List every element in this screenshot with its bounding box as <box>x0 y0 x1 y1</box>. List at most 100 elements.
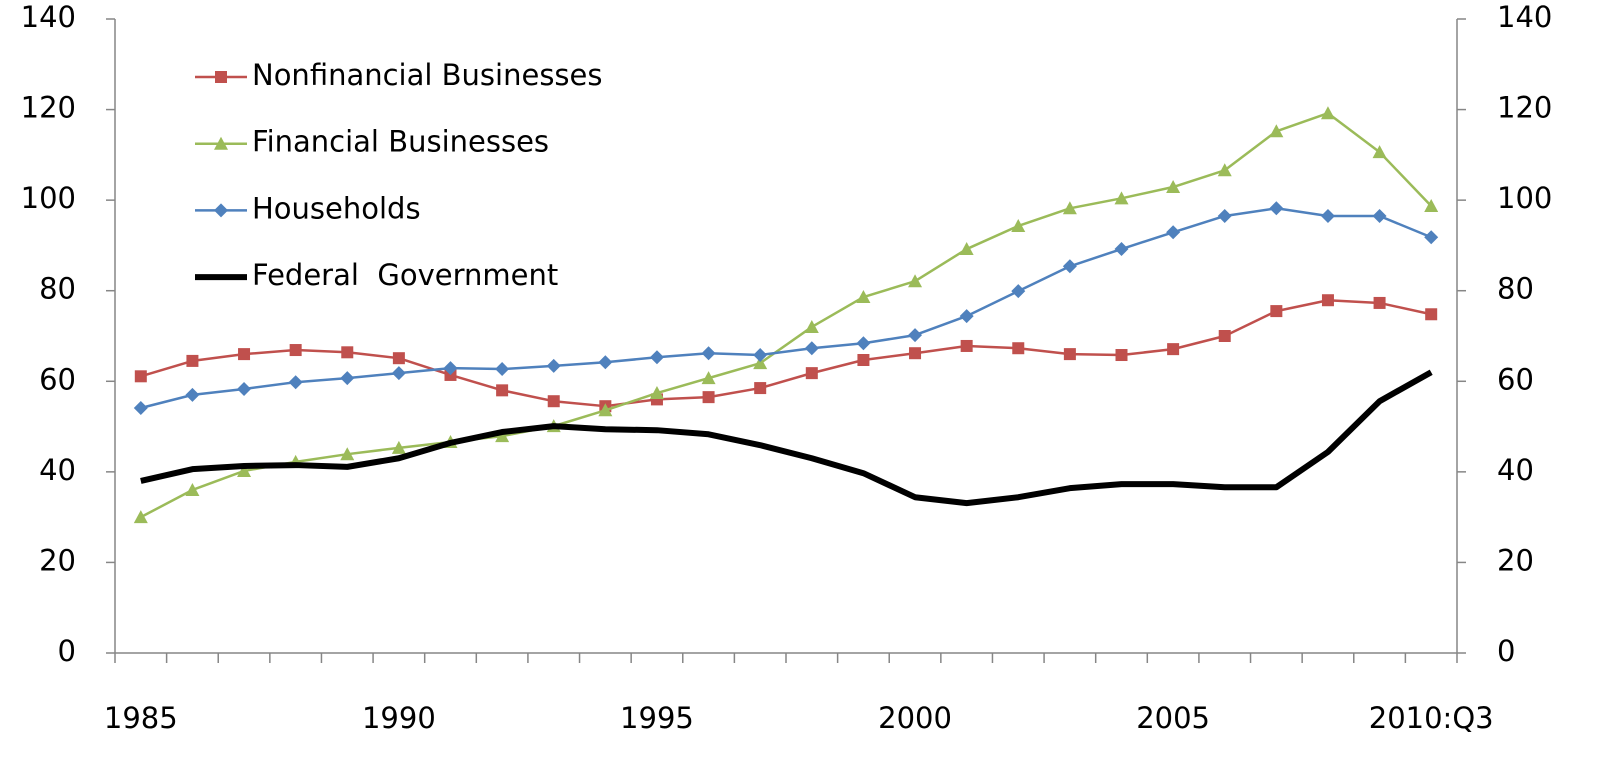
marker <box>340 371 355 386</box>
x-tick-label: 1995 <box>620 701 694 735</box>
marker <box>496 384 509 397</box>
y2-tick-label: 120 <box>1497 91 1552 125</box>
legend-label: Nonfinancial Businesses <box>252 58 603 92</box>
marker <box>649 386 664 400</box>
marker <box>1062 259 1077 274</box>
marker <box>185 482 200 496</box>
marker <box>1373 296 1386 309</box>
legend-marker <box>214 136 228 150</box>
marker <box>1269 124 1284 138</box>
series-line <box>140 369 1433 507</box>
marker <box>908 274 923 288</box>
marker <box>1217 163 1232 177</box>
marker <box>238 348 251 361</box>
marker <box>754 382 767 395</box>
y-tick-label: 0 <box>58 634 76 668</box>
marker <box>288 375 303 390</box>
series-line <box>140 207 1432 410</box>
marker <box>753 356 768 370</box>
marker <box>908 328 923 343</box>
marker <box>237 381 252 396</box>
marker <box>909 347 922 360</box>
marker <box>701 371 716 385</box>
legend-label: Federal Government <box>252 258 558 292</box>
legend-marker <box>215 71 227 83</box>
marker <box>133 510 148 524</box>
legend-marker <box>214 203 228 218</box>
x-tick-label: 2005 <box>1136 701 1210 735</box>
marker <box>443 361 458 376</box>
marker <box>856 336 871 351</box>
y2-tick-label: 140 <box>1497 0 1552 34</box>
marker <box>1424 230 1439 245</box>
marker <box>547 395 560 408</box>
y2-tick-label: 80 <box>1497 272 1534 306</box>
marker <box>702 391 715 404</box>
marker <box>960 339 973 352</box>
marker <box>134 370 147 383</box>
marker <box>185 387 200 402</box>
marker <box>1320 208 1335 223</box>
y-tick-label: 40 <box>39 453 76 487</box>
legend-label: Households <box>252 191 421 225</box>
marker <box>959 309 974 324</box>
marker <box>804 341 819 356</box>
marker <box>495 362 510 377</box>
y2-tick-label: 20 <box>1497 543 1534 577</box>
marker <box>1217 208 1232 223</box>
x-tick-label: 1990 <box>362 701 436 735</box>
marker <box>546 358 561 373</box>
marker <box>959 242 974 256</box>
marker <box>1218 330 1231 342</box>
marker <box>237 463 252 477</box>
marker <box>856 290 871 304</box>
marker <box>1270 305 1283 318</box>
marker <box>340 447 355 461</box>
marker <box>1425 308 1438 321</box>
marker <box>495 429 510 443</box>
marker <box>1114 242 1129 257</box>
marker <box>1372 208 1387 223</box>
marker <box>1321 294 1334 307</box>
y2-tick-label: 60 <box>1497 362 1534 396</box>
marker <box>341 346 354 359</box>
marker <box>1424 199 1439 213</box>
marker <box>1167 343 1180 356</box>
marker <box>1062 201 1077 215</box>
marker <box>1011 284 1026 299</box>
marker <box>133 401 148 416</box>
series-line <box>140 111 1433 519</box>
marker <box>1063 348 1076 361</box>
marker <box>1320 106 1335 120</box>
x-tick-label: 1985 <box>104 701 178 735</box>
series-line <box>140 298 1432 408</box>
y2-tick-label: 100 <box>1497 181 1552 215</box>
y-tick-label: 80 <box>39 272 76 306</box>
marker <box>804 319 819 333</box>
marker <box>701 346 716 361</box>
marker <box>1166 180 1181 194</box>
marker <box>753 348 768 363</box>
marker <box>1011 218 1026 232</box>
marker <box>391 440 406 454</box>
marker <box>1114 191 1129 205</box>
marker <box>186 354 199 367</box>
x-tick-label: 2000 <box>878 701 952 735</box>
y-tick-label: 120 <box>21 91 76 125</box>
marker <box>857 354 870 367</box>
marker <box>1269 201 1284 216</box>
y2-tick-label: 0 <box>1497 634 1515 668</box>
marker <box>805 367 818 380</box>
y2-tick-label: 40 <box>1497 453 1534 487</box>
y-tick-label: 60 <box>39 362 76 396</box>
legend-label: Financial Businesses <box>252 125 549 159</box>
marker <box>289 344 302 357</box>
marker <box>1012 342 1025 355</box>
marker <box>598 403 613 417</box>
x-tick-label: 2010:Q3 <box>1369 701 1494 735</box>
marker <box>598 355 613 370</box>
marker <box>392 352 405 365</box>
marker <box>1372 145 1387 159</box>
y-tick-label: 20 <box>39 543 76 577</box>
